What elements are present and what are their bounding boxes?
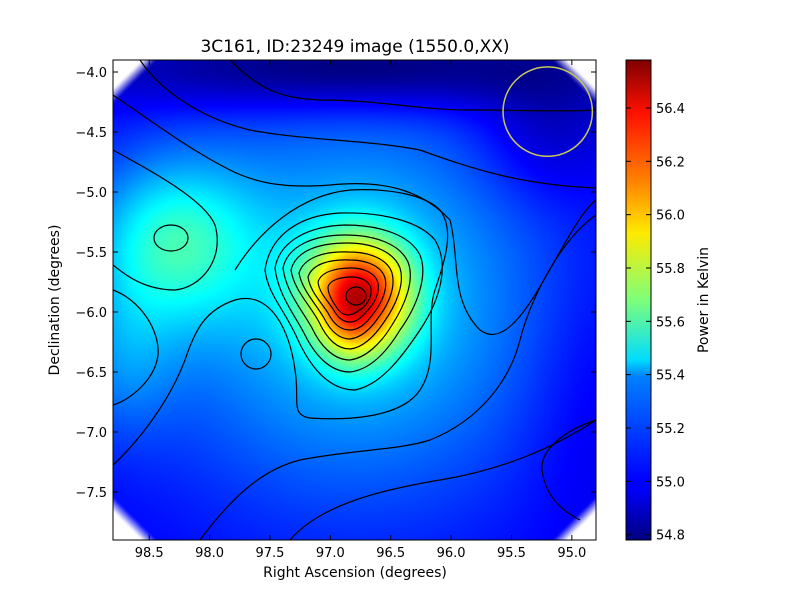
x-tick-label: 95.0 [557,546,586,561]
colorbar-gradient [625,59,652,541]
contour-line [298,251,394,340]
y-axis-label: Declination (degrees) [47,225,63,376]
contour-lines [113,60,596,540]
x-tick-label: 97.0 [316,546,345,561]
plot-frame [112,59,597,541]
x-tick-label: 96.0 [437,546,466,561]
y-tick-label: −6.0 [75,306,107,321]
colorbar-tick-label: 56.0 [656,209,685,224]
colorbar-tick-label: 55.2 [656,422,685,437]
beam-circle [502,66,594,158]
contour-line [240,338,272,370]
contour-line [307,259,387,331]
colorbar-tick-label: 55.0 [656,475,685,490]
colorbar-label: Power in Kelvin [696,247,712,353]
colorbar: 54.8 55.0 55.2 55.4 55.6 55.8 56.0 56.2 56.4 Pow… [625,59,712,544]
y-tick-label: −7.5 [75,486,107,501]
x-axis-label: Right Ascension (degrees) [263,565,447,581]
contour-line [229,60,596,112]
y-tick-label: −6.5 [75,366,107,381]
x-tick-label: 95.5 [497,546,526,561]
colorbar-tick-label: 56.2 [656,155,685,170]
y-tick-label: −7.0 [75,426,107,441]
colorbar-tick-label: 54.8 [656,529,685,544]
contour-line [113,289,159,406]
heatmap-image [113,60,596,540]
contour-line [139,60,596,189]
heatmap-plot-area [112,59,597,541]
contour-line [113,149,218,291]
contour-line [345,286,367,306]
colorbar-tick-label: 56.4 [656,102,685,117]
colorbar-ticks: 54.8 55.0 55.2 55.4 55.6 55.8 56.0 56.2 56.4 [626,102,685,544]
colorbar-tick-label: 55.8 [656,262,685,277]
y-tick-label: −5.5 [75,246,107,261]
contour-line [290,242,402,350]
x-tick-label: 98.0 [195,546,224,561]
y-axis-ticks: −4.0 −4.5 −5.0 −5.5 −6.0 −6.5 −7.0 −7.5 [75,66,596,501]
contour-line [153,224,189,252]
contour-line [541,419,596,521]
x-tick-label: 96.5 [376,546,405,561]
contour-line [113,189,449,466]
contour-line [274,224,424,373]
y-tick-label: −4.5 [75,126,107,141]
x-tick-label: 97.5 [255,546,284,561]
x-axis-ticks: 98.5 98.0 97.5 97.0 96.5 96.0 95.5 95.0 [135,60,586,561]
y-tick-label: −5.0 [75,186,107,201]
chart-title: 3C161, ID:23249 image (1550.0,XX) [200,37,509,57]
x-tick-label: 98.5 [135,546,164,561]
contour-line [282,234,411,361]
colorbar-tick-label: 55.6 [656,315,685,330]
contour-line [327,276,372,316]
y-tick-label: −4.0 [75,66,107,81]
contour-line [199,214,596,540]
contour-line [264,212,443,391]
colorbar-tick-label: 55.4 [656,369,685,384]
contour-line [317,267,379,323]
